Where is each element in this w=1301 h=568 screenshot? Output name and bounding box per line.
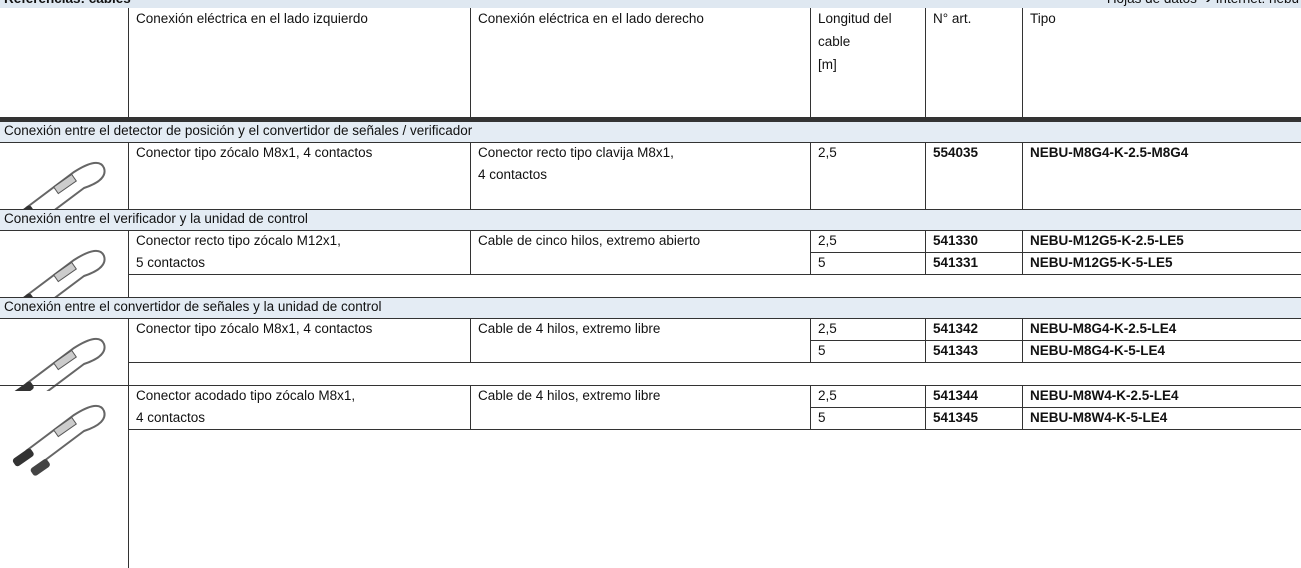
rule — [1022, 8, 1023, 118]
rule — [810, 142, 811, 209]
rule — [128, 142, 129, 209]
text: 541344 — [933, 388, 979, 403]
text: NEBU-M12G5-K-2.5-LE5 — [1030, 233, 1184, 248]
text: 541343 — [933, 343, 979, 358]
text: Tipo — [1030, 11, 1056, 26]
text: 541331 — [933, 255, 979, 270]
cable-icon — [12, 337, 106, 391]
text: 4 contactos — [136, 410, 206, 425]
rule — [0, 117, 1301, 121]
rule — [0, 230, 1301, 231]
text: Conector tipo zócalo M8x1, 4 contactos — [136, 145, 373, 160]
text: [m] — [818, 57, 837, 72]
text: NEBU-M8G4-K-2.5-LE4 — [1030, 321, 1177, 336]
cable-icon — [12, 161, 106, 215]
text: 5 contactos — [136, 255, 206, 270]
header-bg — [0, 8, 1301, 118]
text: Conexión entre el verificador y la unida… — [4, 211, 308, 226]
rule — [470, 142, 471, 209]
section-bg — [0, 209, 1301, 230]
rule — [925, 8, 926, 118]
text: 2,5 — [818, 145, 837, 160]
text: NEBU-M8G4-K-5-LE4 — [1030, 343, 1166, 358]
rule — [925, 142, 926, 209]
rule — [810, 8, 811, 118]
text: Referencias: cables — [4, 0, 131, 10]
rule — [0, 318, 1301, 319]
rule — [0, 209, 1301, 210]
text: 541342 — [933, 321, 979, 336]
cable-icon — [12, 404, 106, 476]
section-bg — [0, 121, 1301, 142]
rule — [128, 385, 129, 568]
text: 541330 — [933, 233, 979, 248]
text: 2,5 — [818, 233, 837, 248]
rule — [128, 230, 129, 297]
text: Conexión entre el detector de posición y… — [4, 123, 473, 138]
text: Hojas de datos ➔ Internet: nebu — [1107, 0, 1299, 10]
text: NEBU-M8W4-K-2.5-LE4 — [1030, 388, 1179, 403]
text: Conexión eléctrica en el lado derecho — [478, 11, 704, 26]
text: Conector acodado tipo zócalo M8x1, — [136, 388, 356, 403]
text: 5 — [818, 410, 826, 425]
rule — [128, 8, 129, 118]
text: 2,5 — [818, 321, 837, 336]
text: Conexión eléctrica en el lado izquierdo — [136, 11, 368, 26]
top-strip — [0, 0, 1301, 8]
rule — [810, 252, 1301, 253]
rule — [810, 407, 1301, 408]
rule — [0, 142, 1301, 143]
text: 5 — [818, 343, 826, 358]
text: N° art. — [933, 11, 972, 26]
rule — [470, 318, 471, 362]
text: Conector recto tipo zócalo M12x1, — [136, 233, 341, 248]
rule — [128, 362, 1301, 363]
text: Conector recto tipo clavija M8x1, — [478, 145, 674, 160]
rule — [470, 8, 471, 118]
rule — [128, 318, 129, 385]
text: Longitud del — [818, 11, 892, 26]
text: Cable de 4 hilos, extremo libre — [478, 321, 661, 336]
text: 2,5 — [818, 388, 837, 403]
text: 554035 — [933, 145, 979, 160]
rule — [0, 297, 1301, 298]
text: Conector tipo zócalo M8x1, 4 contactos — [136, 321, 373, 336]
text: cable — [818, 34, 851, 49]
rule — [0, 385, 1301, 386]
rule — [810, 340, 1301, 341]
cable-icon — [12, 249, 106, 303]
section-bg — [0, 297, 1301, 318]
text: Cable de cinco hilos, extremo abierto — [478, 233, 701, 248]
text: 4 contactos — [478, 167, 548, 182]
text: Conexión entre el convertidor de señales… — [4, 299, 382, 314]
text: NEBU-M8W4-K-5-LE4 — [1030, 410, 1168, 425]
rule — [128, 274, 1301, 275]
text: NEBU-M8G4-K-2.5-M8G4 — [1030, 145, 1189, 160]
text: 5 — [818, 255, 826, 270]
rule — [128, 429, 1301, 430]
rule — [470, 230, 471, 274]
text: Cable de 4 hilos, extremo libre — [478, 388, 661, 403]
rule — [470, 385, 471, 429]
rule — [1022, 142, 1023, 209]
text: NEBU-M12G5-K-5-LE5 — [1030, 255, 1173, 270]
text: 541345 — [933, 410, 979, 425]
rule — [0, 121, 1301, 122]
